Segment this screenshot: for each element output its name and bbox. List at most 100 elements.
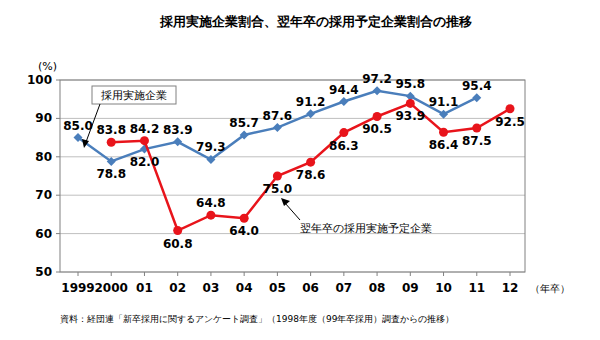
marker: [339, 97, 348, 106]
y-tick: [56, 80, 60, 81]
marker: [306, 158, 315, 167]
data-label: 64.0: [229, 224, 259, 238]
x-tick: [111, 272, 112, 276]
series-line: [111, 103, 510, 230]
plot-area: [74, 86, 515, 235]
x-tick-label: 05: [269, 281, 286, 295]
marker: [240, 130, 249, 139]
x-tick: [510, 272, 511, 276]
x-tick: [277, 272, 278, 276]
x-tick-label: 1999: [61, 281, 94, 295]
marker: [439, 110, 448, 119]
x-label: （年卒）: [530, 283, 570, 294]
x-tick-label: 06: [302, 281, 319, 295]
data-label: 95.8: [396, 77, 426, 91]
data-label: 92.5: [495, 115, 525, 129]
data-label: 86.4: [429, 138, 459, 152]
marker: [206, 155, 215, 164]
x-tick-label: 08: [369, 281, 386, 295]
x-tick: [476, 272, 477, 276]
data-label: 94.4: [329, 83, 359, 97]
data-label: 86.3: [329, 139, 359, 153]
x-tick: [377, 272, 378, 276]
marker: [306, 109, 315, 118]
x-tick-label: 01: [136, 281, 153, 295]
marker: [173, 137, 182, 146]
annotation-arrowhead: [281, 198, 290, 206]
grid-line: [60, 118, 525, 119]
x-tick: [244, 272, 245, 276]
data-label: 95.4: [462, 79, 492, 93]
x-tick: [210, 272, 211, 276]
grid-line: [60, 195, 525, 196]
y-tick-label: 50: [35, 265, 52, 279]
data-label: 85.7: [229, 116, 259, 130]
data-label: 78.6: [296, 168, 326, 182]
y-tick-label: 100: [27, 73, 52, 87]
marker: [273, 123, 282, 132]
y-tick: [56, 233, 60, 234]
data-label: 90.5: [362, 122, 392, 136]
y-label: (%): [38, 60, 57, 73]
data-label: 82.0: [130, 155, 160, 169]
marker: [339, 128, 348, 137]
marker: [107, 157, 116, 166]
x-tick: [78, 272, 79, 276]
x-tick-label: 07: [335, 281, 352, 295]
series-annotation: 採用実施企業: [101, 89, 167, 102]
annotation-arrow: [86, 104, 100, 142]
marker: [206, 211, 215, 220]
source: 資料：経団連「新卒採用に関するアンケート調査」（1998年度（99年卒採用）調査…: [60, 314, 454, 324]
x-tick: [443, 272, 444, 276]
x-tick: [144, 272, 145, 276]
annotation-arrowhead: [82, 139, 89, 148]
marker: [173, 226, 182, 235]
marker: [107, 138, 116, 147]
marker: [240, 214, 249, 223]
x-tick-label: 11: [468, 281, 485, 295]
marker: [373, 86, 382, 95]
data-label: 78.8: [96, 167, 126, 181]
x-tick-label: 04: [236, 281, 253, 295]
x-tick-label: 2000: [95, 281, 128, 295]
x-tick-label: 10: [435, 281, 452, 295]
labels: 85.078.882.083.979.385.787.691.294.497.2…: [63, 72, 525, 251]
data-label: 93.9: [396, 109, 426, 123]
y-tick: [56, 195, 60, 196]
data-label: 64.8: [196, 196, 226, 210]
annotation-arrow: [285, 203, 300, 220]
x-tick: [177, 272, 178, 276]
title: 採用実施企業割合、翌年卒の採用予定企業割合の推移: [159, 14, 472, 29]
chart: 採用実施企業割合、翌年卒の採用予定企業割合の推移(%)5060708090100…: [0, 0, 600, 340]
y-tick: [56, 118, 60, 119]
data-label: 87.5: [462, 134, 492, 148]
x-tick: [310, 272, 311, 276]
data-label: 85.0: [63, 119, 93, 133]
marker: [472, 93, 481, 102]
marker: [373, 112, 382, 121]
data-label: 79.3: [196, 140, 226, 154]
marker: [439, 128, 448, 137]
x-tick: [410, 272, 411, 276]
data-label: 83.9: [163, 123, 193, 137]
data-label: 83.8: [96, 123, 126, 137]
plot-frame: [60, 80, 525, 272]
x-tick-label: 09: [402, 281, 419, 295]
y-tick-label: 60: [35, 227, 52, 241]
data-label: 91.1: [429, 95, 459, 109]
marker: [140, 136, 149, 145]
data-label: 75.0: [263, 182, 293, 196]
x-tick-label: 02: [169, 281, 186, 295]
y-tick-label: 80: [35, 150, 52, 164]
series-annotation: 翌年卒の採用実施予定企業: [300, 222, 432, 235]
y-tick-label: 90: [35, 111, 52, 125]
y-tick: [56, 272, 60, 273]
marker: [74, 133, 83, 142]
marker: [472, 124, 481, 133]
x-tick-label: 12: [502, 281, 519, 295]
y-tick-label: 70: [35, 188, 52, 202]
x-tick: [343, 272, 344, 276]
annotation-box: [92, 86, 176, 104]
data-label: 60.8: [163, 237, 193, 251]
y-tick: [56, 156, 60, 157]
